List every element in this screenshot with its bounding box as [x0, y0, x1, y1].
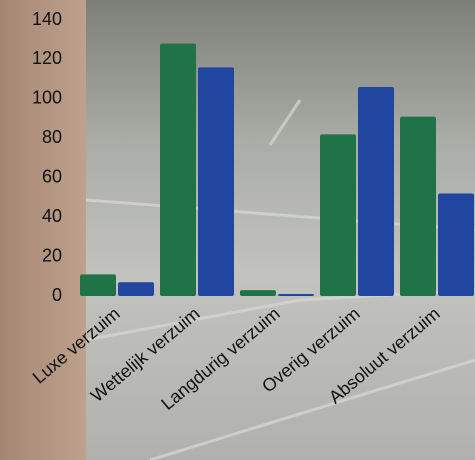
y-tick-label: 40: [42, 206, 62, 226]
bar: [320, 134, 356, 296]
y-tick-label: 120: [32, 48, 62, 68]
bar: [400, 116, 436, 296]
bar: [278, 294, 314, 296]
y-tick-label: 80: [42, 127, 62, 147]
bar: [438, 193, 474, 296]
bar: [160, 43, 196, 297]
bar: [358, 87, 394, 297]
y-tick-label: 20: [42, 245, 62, 265]
bar: [198, 67, 234, 296]
y-tick-label: 140: [32, 9, 62, 29]
y-tick-label: 100: [32, 88, 62, 108]
bar: [118, 282, 154, 296]
bar: [240, 290, 276, 296]
brick-wall: [0, 0, 86, 460]
y-tick-label: 0: [52, 285, 62, 305]
bar: [80, 274, 116, 296]
y-tick-label: 60: [42, 166, 62, 186]
